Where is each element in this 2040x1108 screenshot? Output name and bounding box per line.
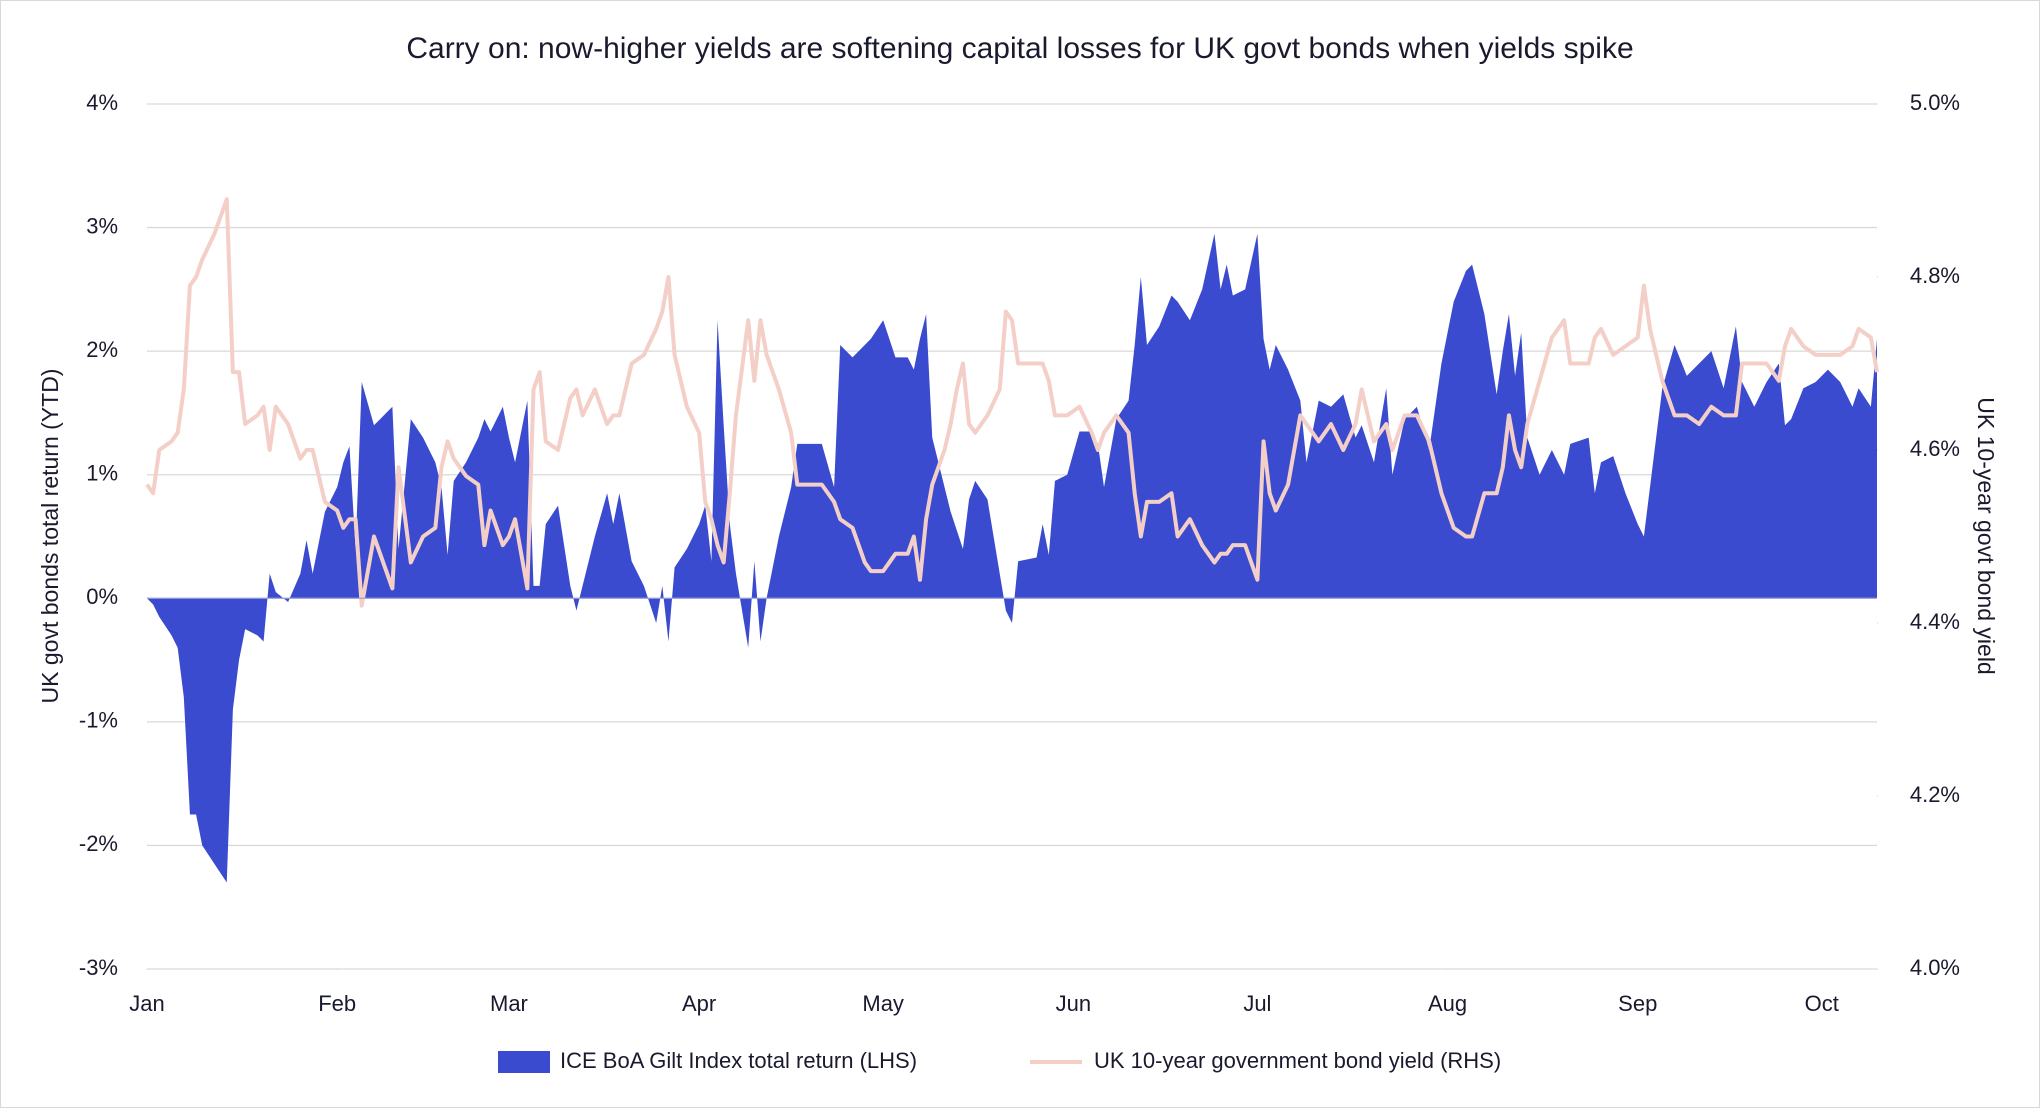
- y-axis-title: UK govt bonds total return (YTD): [37, 369, 63, 704]
- y2-tick-label: 4.8%: [1910, 263, 1960, 288]
- legend-label: ICE BoA Gilt Index total return (LHS): [560, 1048, 917, 1073]
- x-tick-label: Jan: [129, 991, 164, 1016]
- x-tick-label: Oct: [1805, 991, 1839, 1016]
- x-tick-label: Jul: [1243, 991, 1271, 1016]
- legend-swatch: [498, 1051, 550, 1073]
- x-tick-label: Jun: [1056, 991, 1091, 1016]
- y2-axis-title: UK 10-year govt bond yield: [1973, 397, 1999, 674]
- y-tick-label: 4%: [86, 90, 118, 115]
- y2-tick-label: 4.6%: [1910, 436, 1960, 461]
- y-tick-label: 2%: [86, 337, 118, 362]
- x-tick-label: Apr: [682, 991, 716, 1016]
- y-tick-label: -3%: [79, 955, 118, 980]
- x-tick-label: Aug: [1428, 991, 1467, 1016]
- line: [145, 197, 1879, 608]
- y2-tick-label: 4.4%: [1910, 609, 1960, 634]
- y2-tick-label: 5.0%: [1910, 90, 1960, 115]
- x-tick-label: Feb: [318, 991, 356, 1016]
- y-tick-label: -1%: [79, 708, 118, 733]
- y2-tick-label: 4.2%: [1910, 782, 1960, 807]
- y-tick-label: 0%: [86, 584, 118, 609]
- area: [147, 233, 1877, 883]
- x-tick-label: Sep: [1618, 991, 1657, 1016]
- y-tick-label: 1%: [86, 461, 118, 486]
- chart-title: Carry on: now-higher yields are softenin…: [406, 32, 1633, 65]
- x-tick-label: Mar: [490, 991, 528, 1016]
- y2-tick-label: 4.0%: [1910, 955, 1960, 980]
- y-tick-label: -2%: [79, 831, 118, 856]
- x-tick-label: May: [862, 991, 904, 1016]
- legend-label: UK 10-year government bond yield (RHS): [1094, 1048, 1501, 1073]
- y-tick-label: 3%: [86, 213, 118, 238]
